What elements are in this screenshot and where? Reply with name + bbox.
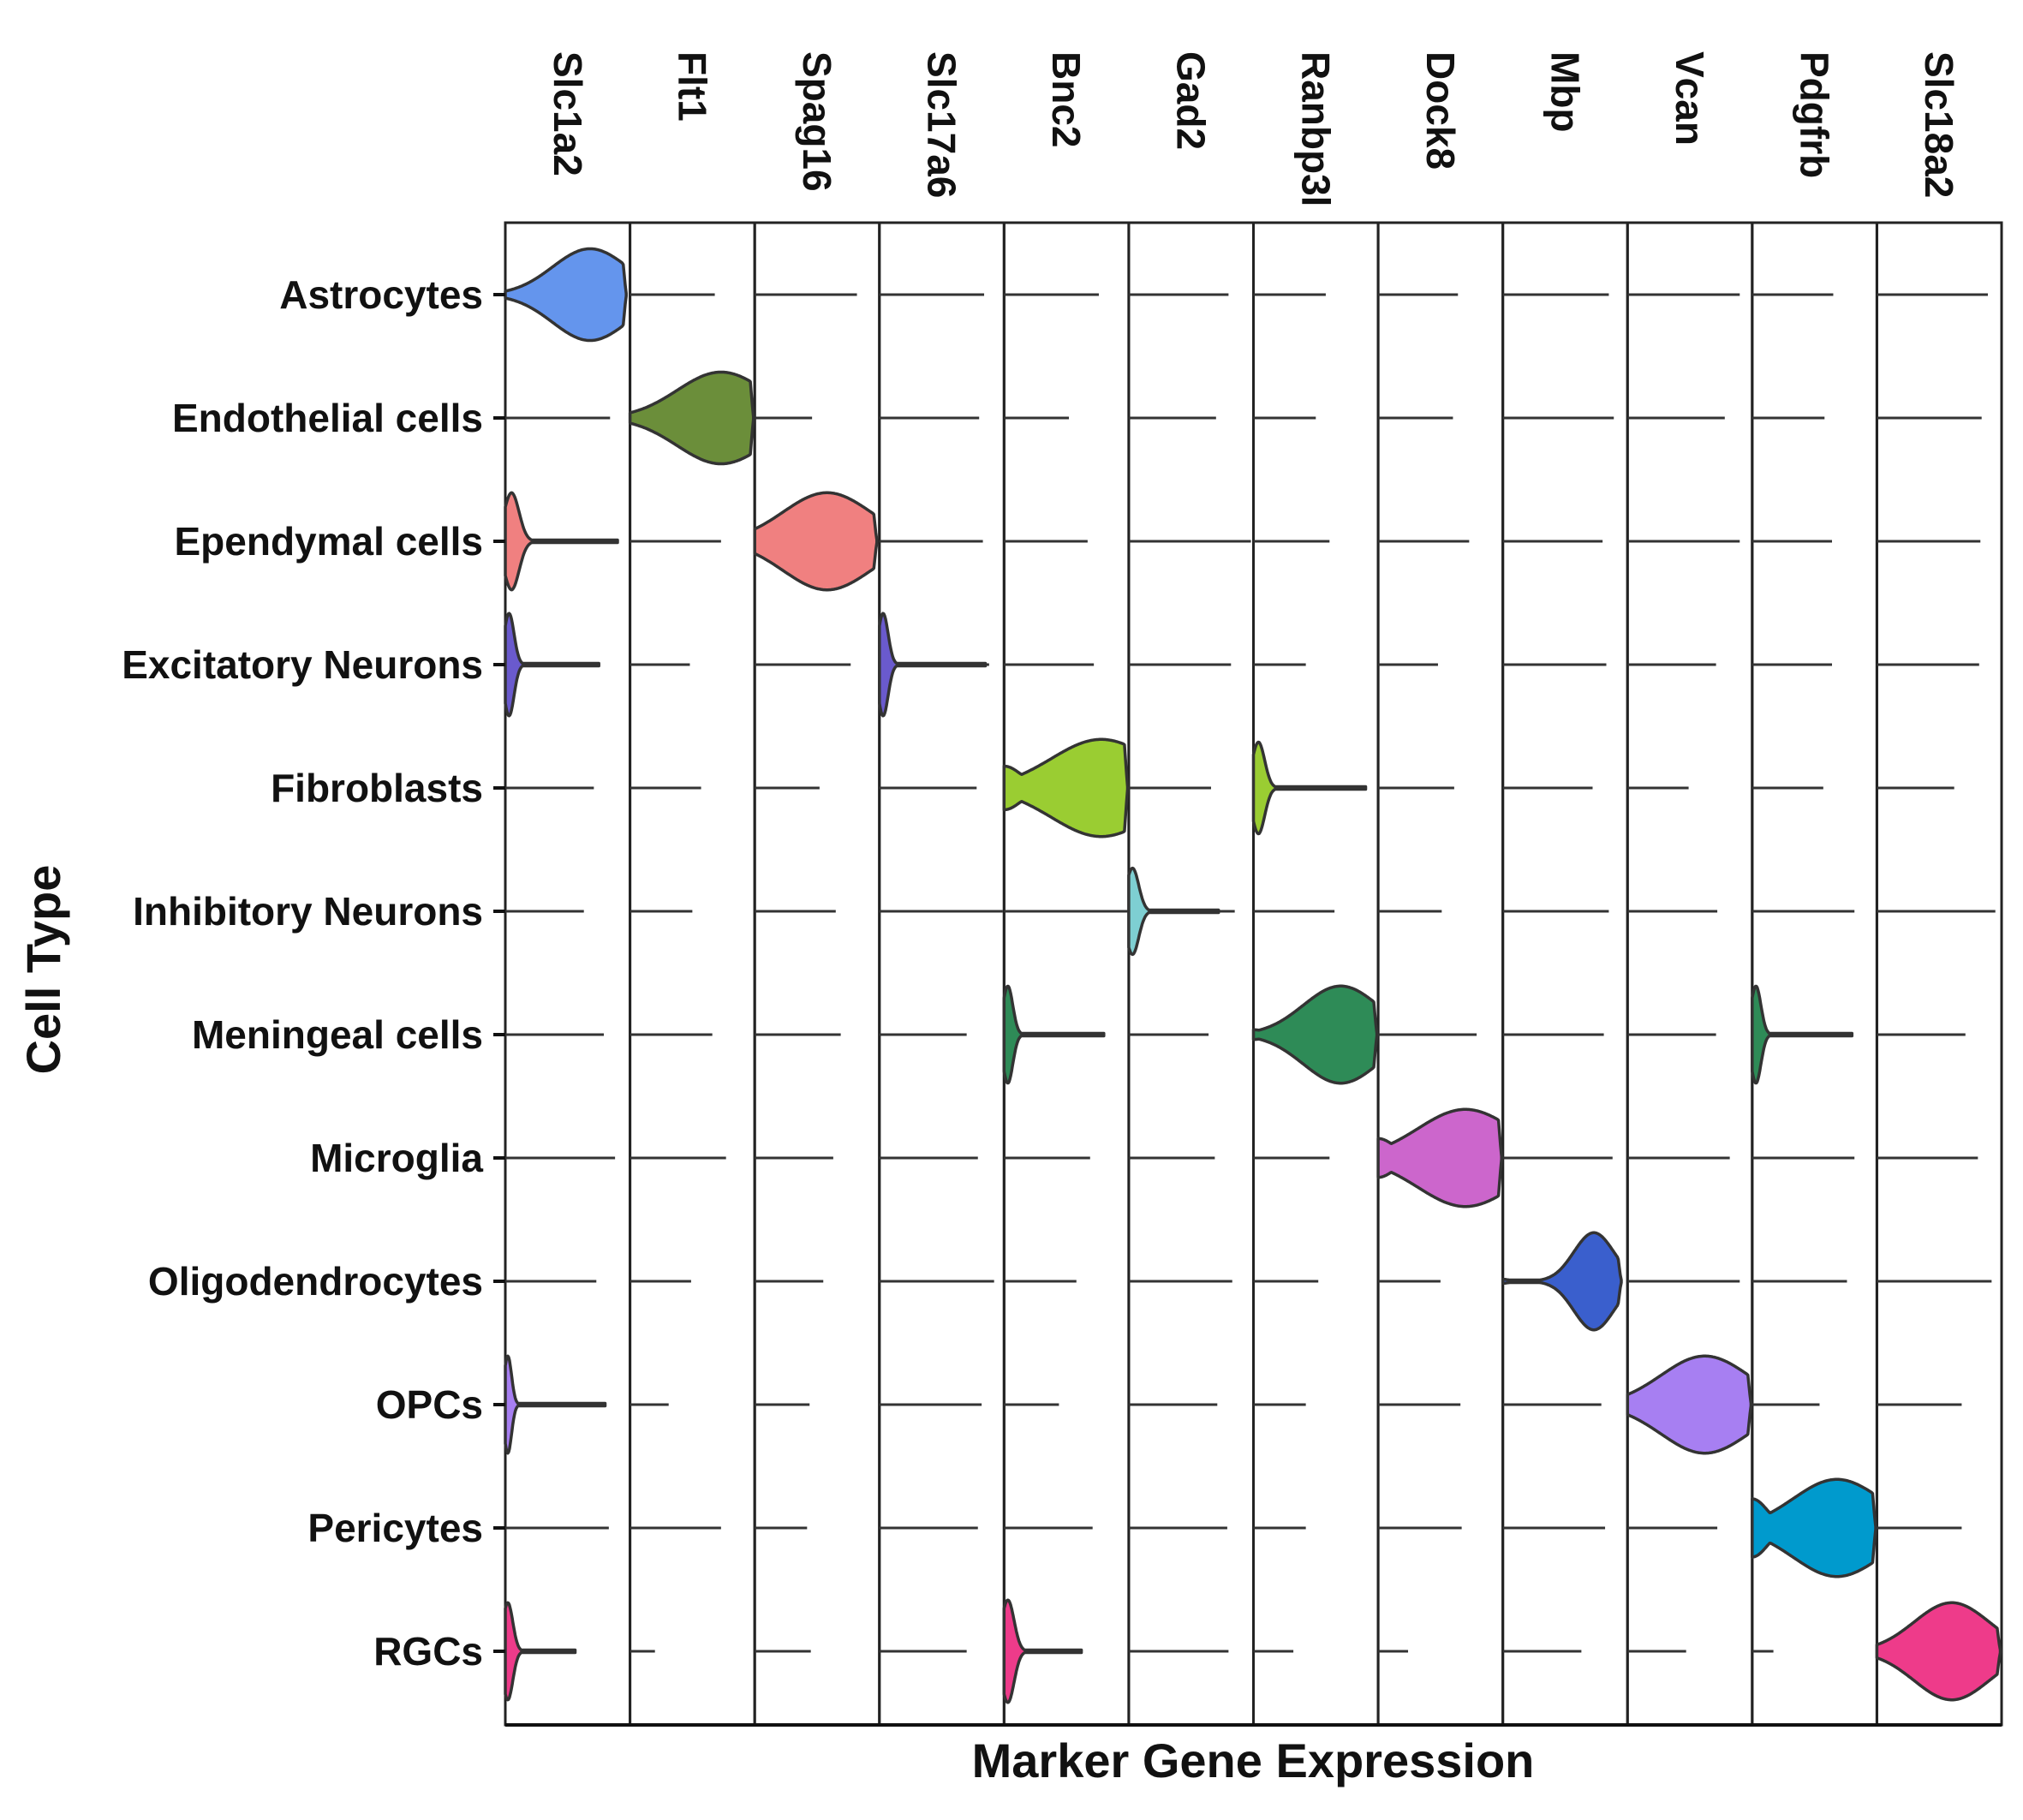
gene-label-pdgfrb: Pdgfrb: [1793, 51, 1837, 178]
violin-endothelial-cells-flt1: [628, 370, 755, 466]
violin-rgcs-slc1a2: [504, 1601, 577, 1702]
gene-label-slc18a2: Slc18a2: [1917, 51, 1961, 198]
cell-type-label-meningeal-cells: Meningeal cells: [192, 1012, 483, 1057]
x-axis-title: Marker Gene Expression: [972, 1733, 1535, 1787]
panel-dock8: [1376, 221, 1505, 1727]
panel-frames: [504, 221, 2003, 1727]
gene-label-dock8: Dock8: [1418, 51, 1463, 170]
panel-slc18a2: [1875, 221, 2003, 1727]
y-ticks: [493, 293, 505, 1653]
cell-type-labels: Astrocytes Endothelial cells Ependymal cel…: [122, 272, 483, 1674]
cell-type-label-excitatory-neurons: Excitatory Neurons: [122, 642, 483, 687]
violin-meningeal-cells-bnc2: [1002, 984, 1106, 1085]
gene-label-bnc2: Bnc2: [1044, 51, 1089, 147]
panel-bnc2: [1002, 221, 1131, 1727]
violin-meningeal-cells-ranbp3l: [1251, 984, 1379, 1085]
violin-opcs-slc1a2: [504, 1354, 607, 1455]
cell-type-label-rgcs: RGCs: [373, 1629, 483, 1674]
violin-fibroblasts-ranbp3l: [1251, 740, 1368, 836]
gene-label-flt1: Flt1: [670, 51, 714, 122]
violin-fibroblasts-bnc2: [1002, 737, 1130, 838]
cell-type-label-pericytes: Pericytes: [307, 1506, 483, 1550]
panel-spag16: [753, 221, 881, 1727]
gene-label-ranbp3l: Ranbp3l: [1293, 51, 1338, 206]
panel-gad2: [1127, 221, 1255, 1727]
violin-rgcs-slc18a2: [1875, 1601, 2002, 1702]
cell-type-label-astrocytes: Astrocytes: [279, 272, 483, 317]
gene-label-gad2: Gad2: [1169, 51, 1214, 150]
panel-vcan: [1626, 221, 1754, 1727]
gene-label-slc17a6: Slc17a6: [920, 51, 964, 198]
violin-opcs-vcan: [1626, 1354, 1753, 1455]
violins: [504, 247, 2002, 1704]
gene-label-vcan: Vcan: [1668, 51, 1712, 146]
violin-excitatory-neurons-slc17a6: [878, 612, 988, 718]
violin-inhibitory-neurons-gad2: [1127, 866, 1220, 957]
violin-excitatory-neurons-slc1a2: [504, 612, 600, 718]
cell-type-label-fibroblasts: Fibroblasts: [271, 766, 483, 810]
gene-label-slc1a2: Slc1a2: [546, 51, 590, 176]
gene-label-spag16: Spag16: [795, 51, 839, 192]
panel-ranbp3l: [1252, 221, 1380, 1727]
baselines: [505, 293, 2000, 1653]
violin-pericytes-pdgfrb: [1751, 1477, 1877, 1578]
panel-slc1a2: [504, 221, 632, 1727]
cell-type-label-opcs: OPCs: [376, 1382, 483, 1427]
panel-mbp: [1501, 221, 1629, 1727]
violin-rgcs-bnc2: [1002, 1598, 1083, 1704]
violin-ependymal-cells-spag16: [753, 491, 879, 592]
violin-astrocytes-slc1a2: [504, 247, 628, 343]
violin-microglia-dock8: [1376, 1107, 1503, 1208]
gene-labels: Slc1a2 Flt1 Spag16 Slc17a6 Bnc2 Gad2 Ranbp3l Do…: [546, 51, 1961, 206]
cell-type-label-inhibitory-neurons: Inhibitory Neurons: [133, 889, 483, 934]
panel-slc17a6: [878, 221, 1006, 1727]
y-axis-title: Cell Type: [16, 865, 70, 1075]
violin-oligodendrocytes-mbp: [1501, 1231, 1623, 1332]
cell-type-label-microglia: Microglia: [310, 1136, 483, 1180]
cell-type-label-oligodendrocytes: Oligodendrocytes: [148, 1259, 483, 1304]
violin-ependymal-cells-slc1a2: [504, 491, 619, 592]
cell-type-label-ependymal-cells: Ependymal cells: [175, 519, 484, 564]
violin-meningeal-cells-pdgfrb: [1751, 984, 1854, 1085]
cell-type-label-endothelial-cells: Endothelial cells: [172, 396, 483, 440]
gene-label-mbp: Mbp: [1543, 51, 1588, 133]
